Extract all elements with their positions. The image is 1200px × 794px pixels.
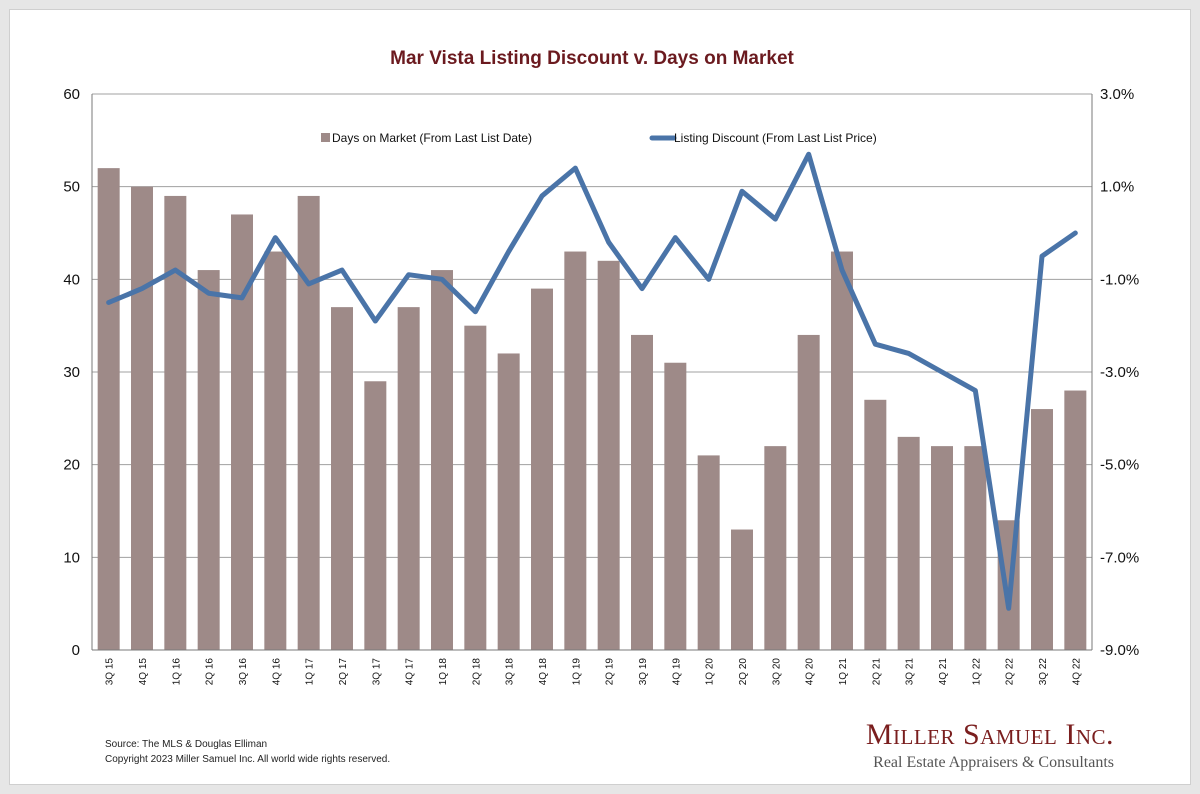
- bar-days-on-market: [597, 260, 620, 650]
- bar-days-on-market: [497, 353, 520, 650]
- line-listing-discount: [106, 151, 1078, 611]
- x-tick-label: 4Q 18: [538, 658, 549, 686]
- brand-tagline: Real Estate Appraisers & Consultants: [873, 754, 1114, 771]
- x-tick-label: 2Q 20: [738, 658, 749, 686]
- bar-days-on-market: [964, 446, 987, 650]
- y-right-tick-label: -1.0%: [1100, 271, 1139, 288]
- x-tick-label: 1Q 21: [838, 658, 849, 686]
- x-tick-label: 2Q 17: [338, 658, 349, 686]
- y-left-tick-label: 0: [72, 642, 80, 659]
- x-tick-label: 1Q 20: [705, 658, 716, 686]
- bar-days-on-market: [431, 270, 453, 650]
- bar-days-on-market: [564, 251, 587, 651]
- footer: Source: The MLS & Douglas Elliman Copyri…: [105, 737, 390, 767]
- bar-days-on-market: [631, 334, 653, 650]
- x-tick-label: 3Q 18: [505, 658, 516, 686]
- bar-days-on-market: [97, 168, 120, 650]
- bar-days-on-market: [364, 381, 387, 650]
- bar-days-on-market: [231, 214, 253, 650]
- bar-days-on-market: [931, 446, 953, 650]
- x-tick-label: 3Q 21: [905, 658, 916, 686]
- y-left-tick-label: 20: [63, 457, 80, 474]
- x-tick-label: 2Q 18: [471, 658, 482, 686]
- x-tick-label: 3Q 16: [238, 658, 249, 686]
- x-tick-label: 4Q 17: [405, 658, 416, 686]
- x-tick-label: 1Q 22: [971, 658, 982, 686]
- y-right-tick-label: -5.0%: [1100, 457, 1139, 474]
- x-tick-label: 1Q 16: [171, 658, 182, 686]
- chart-card: Mar Vista Listing Discount v. Days on Ma…: [9, 9, 1191, 785]
- bar-days-on-market: [797, 334, 820, 650]
- brand-name: Miller Samuel Inc.: [865, 718, 1114, 751]
- bar-days-on-market: [397, 307, 420, 650]
- x-tick-label: 3Q 20: [771, 658, 782, 686]
- legend-bar-label: Days on Market (From Last List Date): [332, 131, 532, 145]
- x-tick-label: 3Q 17: [371, 658, 382, 686]
- bar-days-on-market: [297, 195, 320, 650]
- y-left-tick-label: 10: [63, 549, 80, 566]
- legend-line-label: Listing Discount (From Last List Price): [674, 131, 877, 145]
- bar-days-on-market: [464, 325, 487, 650]
- legend-bar-swatch: [321, 133, 330, 142]
- x-tick-label: 2Q 22: [1005, 658, 1016, 686]
- chart-title: Mar Vista Listing Discount v. Days on Ma…: [390, 48, 794, 69]
- bar-days-on-market: [697, 455, 720, 650]
- y-right-tick-label: 1.0%: [1100, 179, 1134, 196]
- bar-days-on-market: [831, 251, 853, 651]
- bar-days-on-market: [197, 270, 220, 650]
- copyright-note: Copyright 2023 Miller Samuel Inc. All wo…: [105, 754, 391, 765]
- y-right-tick-label: -9.0%: [1100, 642, 1139, 659]
- y-left-tick-label: 30: [63, 364, 80, 381]
- bar-days-on-market: [331, 307, 353, 650]
- y-left-tick-label: 40: [63, 271, 80, 288]
- y-left-tick-label: 50: [63, 179, 80, 196]
- x-tick-label: 4Q 20: [805, 658, 816, 686]
- y-right-tick-label: -3.0%: [1100, 364, 1139, 381]
- x-tick-label: 4Q 22: [1071, 658, 1082, 686]
- x-tick-label: 1Q 19: [571, 658, 582, 686]
- bar-days-on-market: [531, 288, 553, 650]
- bar-days-on-market: [897, 436, 920, 650]
- bar-days-on-market: [664, 362, 687, 650]
- bar-days-on-market: [164, 195, 187, 650]
- bar-days-on-market: [1064, 390, 1087, 650]
- bar-days-on-market: [264, 251, 287, 651]
- x-tick-label: 3Q 15: [105, 658, 116, 686]
- x-tick-label: 1Q 17: [305, 658, 316, 686]
- x-tick-label: 1Q 18: [438, 658, 449, 686]
- x-tick-label: 2Q 21: [871, 658, 882, 686]
- brand-logo: Miller Samuel Inc. Real Estate Appraiser…: [866, 718, 1114, 772]
- bar-days-on-market: [864, 399, 887, 650]
- bar-days-on-market: [131, 186, 153, 650]
- x-tick-label: 3Q 22: [1038, 658, 1049, 686]
- y-left-tick-label: 60: [63, 86, 80, 103]
- bar-days-on-market: [731, 529, 753, 650]
- x-tick-label: 2Q 19: [605, 658, 616, 686]
- y-right-tick-label: 3.0%: [1100, 86, 1134, 103]
- y-right-tick-label: -7.0%: [1100, 549, 1139, 566]
- source-note: Source: The MLS & Douglas Elliman: [105, 739, 268, 750]
- chart: Mar Vista Listing Discount v. Days on Ma…: [63, 48, 1139, 686]
- x-tick-label: 2Q 16: [205, 658, 216, 686]
- x-tick-label: 4Q 19: [671, 658, 682, 686]
- x-tick-label: 4Q 15: [138, 658, 149, 686]
- bar-days-on-market: [1031, 409, 1053, 650]
- x-tick-label: 4Q 16: [271, 658, 282, 686]
- x-tick-label: 3Q 19: [638, 658, 649, 686]
- bar-days-on-market: [764, 446, 787, 650]
- x-tick-label: 4Q 21: [938, 658, 949, 686]
